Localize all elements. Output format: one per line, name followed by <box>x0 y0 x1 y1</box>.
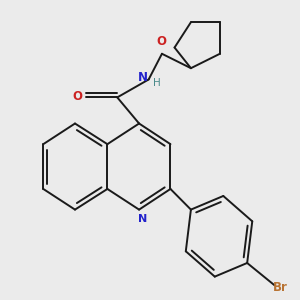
Text: N: N <box>137 71 148 84</box>
Text: Br: Br <box>273 280 288 294</box>
Text: O: O <box>72 90 82 103</box>
Text: O: O <box>156 35 166 48</box>
Text: N: N <box>138 214 147 224</box>
Text: H: H <box>153 78 161 88</box>
